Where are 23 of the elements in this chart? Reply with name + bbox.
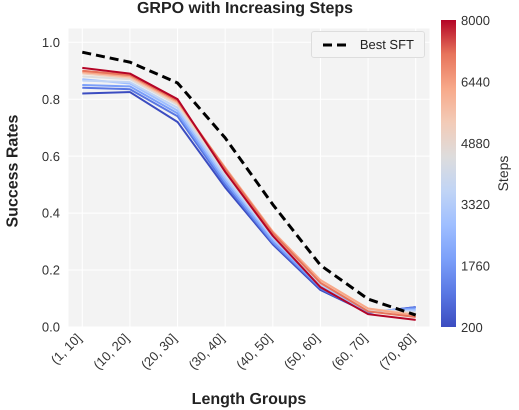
y-tick-label: 1.0: [42, 34, 60, 50]
color-bar-label: 1760: [461, 258, 490, 274]
x-tick-label: (20, 30]: [138, 330, 180, 372]
y-axis-title: Success Rates: [4, 114, 22, 228]
legend-label: Best SFT: [360, 37, 414, 52]
x-tick-label: (40, 50]: [233, 330, 275, 372]
x-tick-label: (30, 40]: [186, 330, 228, 372]
color-bar-label: 3320: [461, 197, 490, 212]
y-tick-label: 0.2: [42, 262, 60, 278]
x-tick-label: (10, 20]: [90, 330, 132, 372]
color-bar-label: 8000: [461, 13, 490, 28]
color-bar-label: 200: [461, 320, 483, 335]
chart-title: GRPO with Increasing Steps: [136, 0, 354, 18]
color-bar-title: Steps: [495, 156, 511, 192]
y-tick-label: 0.4: [42, 206, 60, 221]
x-tick-label: (50, 60]: [280, 330, 323, 372]
x-tick-label: (70, 80]: [376, 330, 418, 372]
y-tick-label: 0.6: [42, 148, 60, 164]
color-bar-label: 4880: [461, 136, 490, 151]
x-axis-title: Length Groups: [192, 391, 306, 408]
x-tick-label: (60, 70]: [328, 330, 370, 372]
color-bar-label: 6440: [461, 74, 490, 90]
y-tick-label: 0.8: [42, 92, 60, 107]
